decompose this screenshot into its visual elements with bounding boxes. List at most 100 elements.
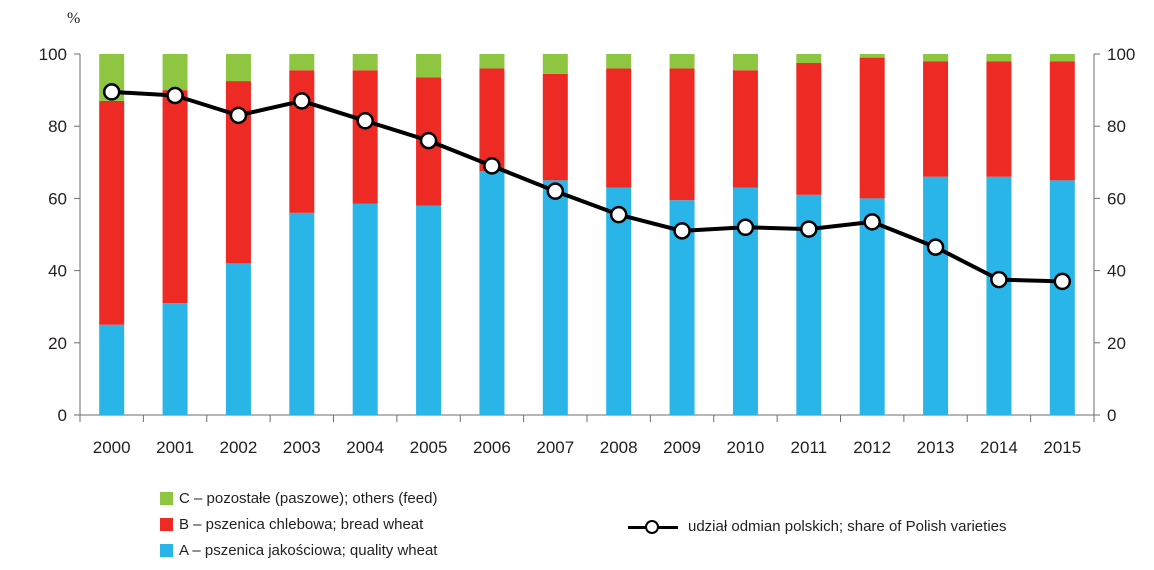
bar-segment-b <box>99 100 125 325</box>
x-tick-label: 2011 <box>791 438 828 457</box>
x-tick-label: 2000 <box>93 438 131 457</box>
y-tick-label-left: 40 <box>48 262 67 281</box>
y-tick-label-right: 100 <box>1107 45 1135 64</box>
y-tick-label-right: 20 <box>1107 334 1126 353</box>
bar-segment-a <box>923 176 949 415</box>
y-tick-label-left: 20 <box>48 334 67 353</box>
y-tick-label-left: 100 <box>39 45 67 64</box>
bar-segment-a <box>606 187 632 415</box>
bar-segment-c <box>162 54 188 91</box>
x-tick-label: 2013 <box>917 438 955 457</box>
bar-segment-b <box>162 90 188 304</box>
y-tick-label-right: 80 <box>1107 117 1126 136</box>
bar-segment-b <box>352 70 378 204</box>
bar-segment-b <box>606 68 632 188</box>
x-tick-label: 2010 <box>727 438 765 457</box>
chart: % 0 0 20 20 40 40 60 60 80 80 100 100 2000 2001 2002 20… <box>39 10 1136 457</box>
legend-label-b: B – pszenica chlebowa; bread wheat <box>179 516 424 533</box>
bar-segment-b <box>923 61 949 177</box>
x-tick-label: 2004 <box>346 438 384 457</box>
x-tick-label: 2003 <box>283 438 321 457</box>
share-line-point <box>736 218 755 237</box>
share-line-point <box>166 86 184 105</box>
bar-segment-a <box>289 212 315 415</box>
bar-segment-c <box>986 54 1012 62</box>
share-line-point <box>609 205 628 224</box>
legend-line-marker <box>628 519 678 534</box>
bar-segment-a <box>416 205 442 415</box>
share-line-point <box>293 92 311 110</box>
legend-label-c: C – pozostałe (paszowe); others (feed) <box>179 490 438 507</box>
share-line-point <box>863 213 881 231</box>
share-line-point <box>673 222 691 240</box>
bar-segment-c <box>796 54 822 64</box>
bar-segment-c <box>542 54 568 74</box>
y-tick-label-right: 0 <box>1107 406 1116 425</box>
y-tick-label-left: 0 <box>58 406 67 425</box>
legend-swatch-a <box>160 544 173 557</box>
bar-segment-a <box>479 171 505 415</box>
bar-segment-b <box>732 70 758 188</box>
x-tick-label: 2008 <box>600 438 638 457</box>
bar-segment-c <box>732 54 758 71</box>
x-tick-label: 2001 <box>156 438 194 457</box>
share-line-point <box>1053 272 1072 291</box>
x-tick-label: 2005 <box>410 438 448 457</box>
bar-segment-a <box>1049 180 1075 415</box>
legend-item-b: B – pszenica chlebowa; bread wheat <box>160 516 423 533</box>
bar-segment-b <box>669 68 695 201</box>
legend-label-line: udział odmian polskich; share of Polish … <box>688 518 1007 535</box>
y-tick-label-left: 60 <box>48 189 67 208</box>
bar-segment-c <box>352 54 378 71</box>
bars <box>99 54 1075 415</box>
bar-segment-c <box>923 54 949 62</box>
x-tick-label: 2007 <box>536 438 574 457</box>
bar-segment-c <box>416 54 442 78</box>
bar-segment-c <box>606 54 632 69</box>
x-tick-label: 2014 <box>980 438 1018 457</box>
share-line-point <box>229 106 248 125</box>
x-tick-label: 2009 <box>663 438 701 457</box>
bar-segment-b <box>1049 61 1075 181</box>
bar-segment-b <box>289 70 315 213</box>
bar-segment-c <box>669 54 695 69</box>
legend-label-a: A – pszenica jakościowa; quality wheat <box>179 542 438 559</box>
share-line-point <box>419 131 438 150</box>
bar-segment-a <box>99 324 125 415</box>
legend-item-line: udział odmian polskich; share of Polish … <box>628 518 1007 535</box>
y-tick-label-right: 60 <box>1107 189 1126 208</box>
share-line <box>102 83 1072 291</box>
share-line-point <box>926 238 945 256</box>
bar-segment-c <box>225 54 251 82</box>
bar-segment-b <box>542 73 568 181</box>
share-line-point <box>546 182 565 200</box>
y-tick-label-right: 40 <box>1107 262 1126 281</box>
share-line-path <box>111 89 1063 284</box>
y-tick-label-left: 80 <box>48 117 67 136</box>
bar-segment-a <box>162 303 188 415</box>
bar-segment-c <box>1049 54 1075 62</box>
legend-swatch-b <box>160 518 173 531</box>
bar-segment-b <box>986 61 1012 177</box>
bar-segment-a <box>859 198 885 415</box>
bar-segment-c <box>859 54 885 58</box>
x-tick-label: 2015 <box>1043 438 1081 457</box>
share-line-point <box>990 270 1008 289</box>
bar-segment-a <box>225 263 251 415</box>
legend-swatch-c <box>160 492 173 505</box>
bar-segment-a <box>986 176 1012 415</box>
bar-segment-b <box>796 63 822 195</box>
bar-segment-b <box>859 57 885 199</box>
legend-item-a: A – pszenica jakościowa; quality wheat <box>160 542 437 559</box>
x-tick-label: 2006 <box>473 438 511 457</box>
bar-segment-b <box>479 68 505 172</box>
legend-item-c: C – pozostałe (paszowe); others (feed) <box>160 490 437 507</box>
x-tick-label: 2012 <box>853 438 891 457</box>
bar-segment-c <box>479 54 505 69</box>
share-line-point <box>483 157 501 175</box>
y-unit-label: % <box>67 10 80 27</box>
share-line-point <box>356 112 374 130</box>
share-line-point <box>800 220 818 238</box>
bar-segment-a <box>352 203 378 415</box>
bar-segment-a <box>542 180 568 415</box>
